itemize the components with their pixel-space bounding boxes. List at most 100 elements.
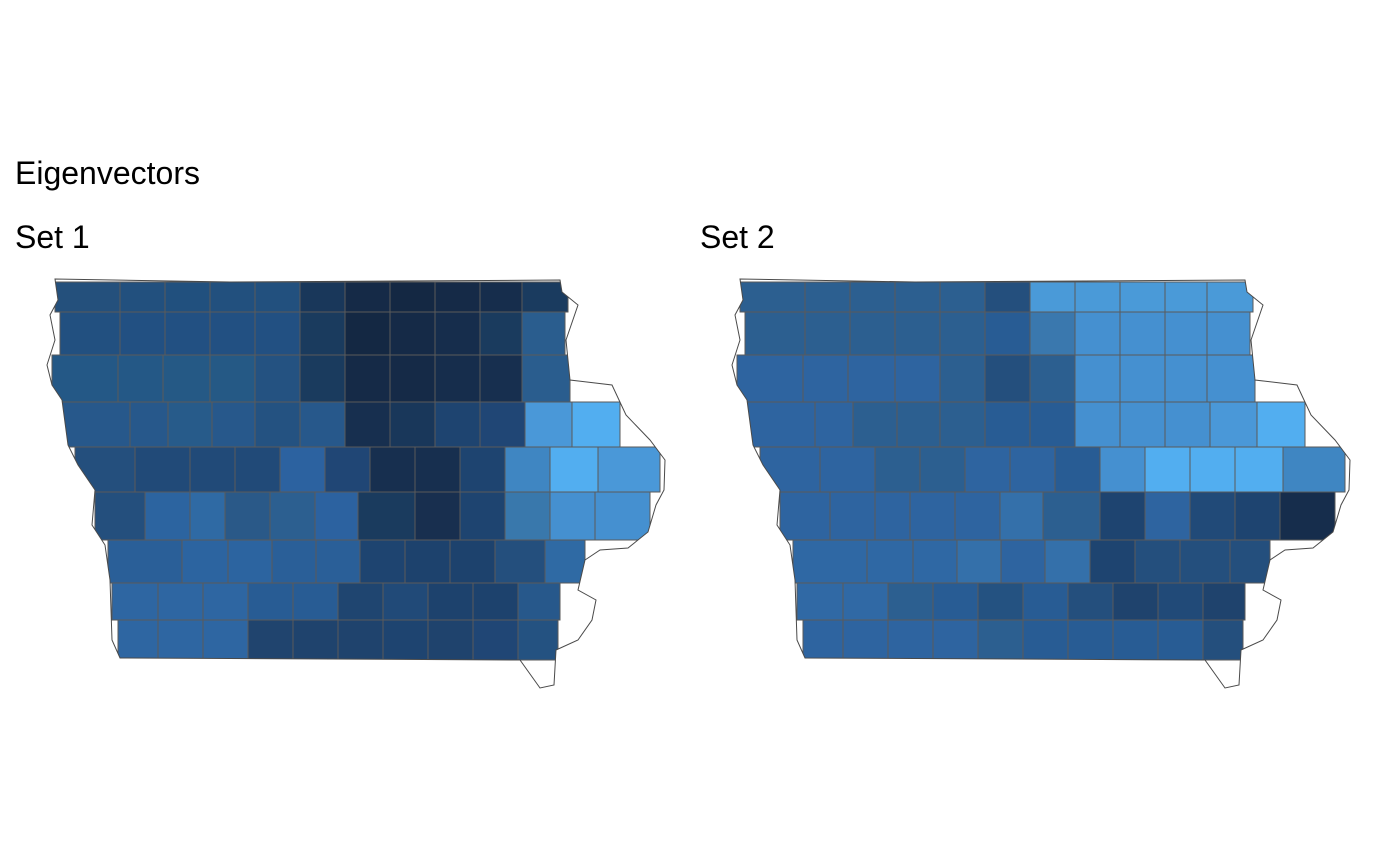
county-r8-c5 (1022, 619, 1069, 661)
county-r0-c4 (939, 281, 986, 313)
county-r3-c8 (1119, 401, 1166, 448)
panel-label-set-1: Set 1 (15, 219, 90, 255)
county-r2-c4 (939, 354, 986, 403)
county-r8-c1 (157, 619, 204, 661)
county-r5-c6 (1042, 491, 1101, 541)
county-r7-c7 (427, 582, 474, 621)
county-r6-c2 (227, 539, 273, 584)
county-r6-c3 (956, 539, 1002, 584)
county-r3-c2 (167, 401, 213, 448)
county-r8-c7 (1112, 619, 1159, 661)
county-r3-c7 (389, 401, 436, 448)
county-r4-c5 (1009, 446, 1056, 493)
county-r5-c4 (954, 491, 1001, 541)
county-r3-c4 (254, 401, 301, 448)
county-r7-c6 (382, 582, 429, 621)
county-r5-c9 (1189, 491, 1236, 541)
state-outline (46, 278, 666, 689)
county-r0-c2 (164, 281, 211, 313)
county-r3-c10 (1209, 401, 1258, 448)
county-r3-c3 (896, 401, 941, 448)
county-r7-c8 (472, 582, 519, 621)
county-r1-c10 (1206, 311, 1251, 356)
county-r4-c11 (597, 446, 661, 493)
county-r0-c9 (479, 281, 523, 313)
county-r6-c1 (866, 539, 914, 584)
county-r2-c1 (802, 354, 849, 403)
county-r4-c1 (134, 446, 191, 493)
county-r0-c0 (739, 281, 806, 313)
county-r8-c6 (1067, 619, 1114, 661)
counties-group (736, 281, 1346, 661)
county-r5-c11 (1279, 491, 1336, 541)
county-r7-c5 (1022, 582, 1069, 621)
county-r3-c5 (299, 401, 346, 448)
county-r3-c2 (852, 401, 898, 448)
county-r1-c0 (744, 311, 806, 356)
county-r7-c8 (1157, 582, 1204, 621)
county-r7-c3 (247, 582, 294, 621)
county-r0-c5 (299, 281, 346, 313)
county-r2-c8 (1119, 354, 1166, 403)
county-r0-c0 (54, 281, 121, 313)
county-r1-c2 (164, 311, 211, 356)
county-r2-c0 (51, 354, 119, 403)
county-r2-c7 (389, 354, 436, 403)
county-r6-c4 (315, 539, 361, 584)
county-r6-c2 (912, 539, 958, 584)
county-r3-c5 (984, 401, 1031, 448)
county-r5-c6 (357, 491, 416, 541)
county-r1-c8 (1119, 311, 1166, 356)
county-r3-c8 (434, 401, 481, 448)
county-r6-c8 (494, 539, 546, 584)
county-r4-c4 (964, 446, 1011, 493)
county-r7-c5 (337, 582, 384, 621)
county-r8-c0 (802, 619, 844, 661)
county-r8-c5 (337, 619, 384, 661)
county-r4-c3 (234, 446, 281, 493)
county-r5-c11 (594, 491, 651, 541)
county-r8-c2 (887, 619, 934, 661)
county-r4-c8 (459, 446, 506, 493)
county-r4-c8 (1144, 446, 1191, 493)
county-r4-c1 (819, 446, 876, 493)
county-r2-c3 (209, 354, 256, 403)
county-r2-c7 (1074, 354, 1121, 403)
county-r5-c9 (504, 491, 551, 541)
county-r1-c5 (984, 311, 1031, 356)
county-r8-c8 (472, 619, 519, 661)
chart-title: Eigenvectors (15, 155, 200, 191)
county-r0-c6 (344, 281, 391, 313)
county-r1-c7 (1074, 311, 1121, 356)
county-r3-c1 (814, 401, 854, 448)
county-r1-c7 (389, 311, 436, 356)
county-r5-c7 (414, 491, 461, 541)
county-r2-c10 (1206, 354, 1256, 403)
county-r6-c5 (1044, 539, 1091, 584)
county-r8-c3 (247, 619, 294, 661)
county-r1-c4 (939, 311, 986, 356)
county-r4-c10 (549, 446, 599, 493)
county-r0-c4 (254, 281, 301, 313)
map-set-2 (731, 278, 1351, 689)
county-r1-c3 (209, 311, 256, 356)
county-r5-c3 (224, 491, 271, 541)
county-r5-c2 (189, 491, 226, 541)
county-r7-c4 (977, 582, 1024, 621)
county-r5-c7 (1099, 491, 1146, 541)
county-r8-c6 (382, 619, 429, 661)
county-r2-c2 (162, 354, 211, 403)
county-r0-c8 (1119, 281, 1166, 313)
county-r2-c5 (984, 354, 1031, 403)
county-r7-c0 (796, 582, 844, 621)
county-r7-c9 (517, 582, 561, 621)
county-r8-c4 (977, 619, 1024, 661)
county-r4-c0 (74, 446, 136, 493)
county-r4-c7 (1099, 446, 1146, 493)
county-r1-c6 (1029, 311, 1076, 356)
county-r4-c4 (279, 446, 326, 493)
county-r4-c2 (189, 446, 236, 493)
county-r4-c3 (919, 446, 966, 493)
county-r6-c7 (1134, 539, 1181, 584)
county-r2-c9 (479, 354, 523, 403)
